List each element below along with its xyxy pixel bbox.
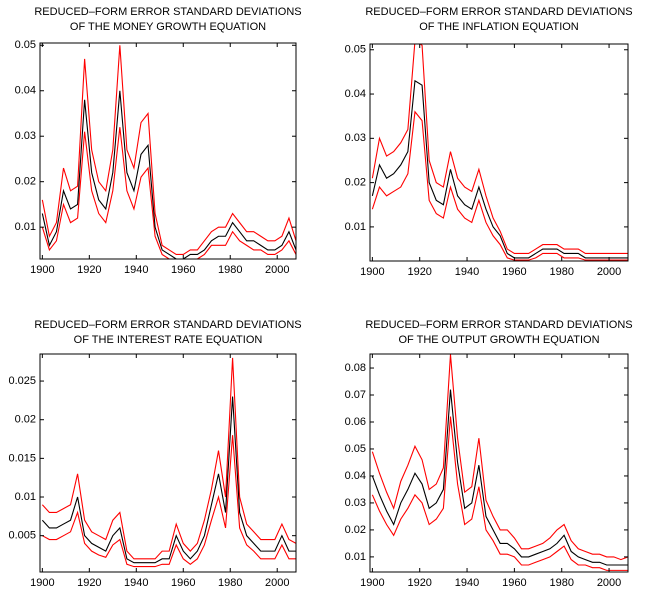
series-line xyxy=(41,45,296,255)
y-tick-label: 0.01 xyxy=(345,221,366,233)
x-tick-label: 1920 xyxy=(77,264,101,276)
x-tick-label: 1980 xyxy=(549,577,573,589)
plot-area xyxy=(371,44,628,261)
y-tick-label: 0.08 xyxy=(345,362,366,374)
x-tick-label: 2000 xyxy=(597,577,621,589)
series-line xyxy=(41,127,296,259)
y-tick-label: 0.02 xyxy=(345,524,366,536)
plot-area xyxy=(371,354,628,571)
x-tick-label: 1960 xyxy=(171,577,195,589)
x-tick-label: 1920 xyxy=(407,266,431,278)
chart-title: REDUCED–FORM ERROR STANDARD DEVIATIONS xyxy=(34,319,301,331)
series-line xyxy=(41,90,296,259)
y-tick-label: 0.04 xyxy=(345,470,366,482)
x-tick-label: 2000 xyxy=(597,266,621,278)
series-line xyxy=(371,354,628,561)
series-line xyxy=(371,110,628,261)
series-line xyxy=(42,435,296,568)
x-tick-label: 2000 xyxy=(265,577,289,589)
y-tick-label: 0.06 xyxy=(345,416,366,428)
y-tick-label: 0.03 xyxy=(345,497,366,509)
y-tick-label: 0.005 xyxy=(8,530,36,542)
chart-title: REDUCED–FORM ERROR STANDARD DEVIATIONS xyxy=(365,319,632,331)
chart-title: OF THE OUTPUT GROWTH EQUATION xyxy=(398,334,599,346)
plot-area xyxy=(41,45,296,259)
y-tick-label: 0.05 xyxy=(345,44,366,56)
x-tick-label: 1900 xyxy=(30,264,54,276)
y-tick-label: 0.02 xyxy=(15,176,36,188)
x-tick-label: 1920 xyxy=(77,577,101,589)
x-tick-label: 1960 xyxy=(502,266,526,278)
y-tick-label: 0.05 xyxy=(15,39,36,51)
axes-box xyxy=(369,353,629,573)
x-tick-label: 2000 xyxy=(265,264,289,276)
axes-box xyxy=(39,42,297,260)
subplot: REDUCED–FORM ERROR STANDARD DEVIATIONS OF… xyxy=(345,6,633,278)
y-tick-label: 0.04 xyxy=(15,85,36,97)
series-line xyxy=(371,389,628,566)
chart-title: OF THE MONEY GROWTH EQUATION xyxy=(70,21,266,33)
y-tick-label: 0.02 xyxy=(345,177,366,189)
axes-box xyxy=(369,43,629,262)
plot-area xyxy=(41,357,296,568)
y-tick-label: 0.03 xyxy=(345,132,366,144)
y-tick-label: 0.01 xyxy=(345,551,366,563)
x-tick-label: 1960 xyxy=(171,264,195,276)
y-tick-label: 0.05 xyxy=(345,443,366,455)
y-tick-label: 0.02 xyxy=(15,414,36,426)
x-tick-label: 1980 xyxy=(218,264,242,276)
axes-box xyxy=(39,353,297,573)
x-tick-label: 1960 xyxy=(502,577,526,589)
x-tick-label: 1980 xyxy=(218,577,242,589)
y-tick-label: 0.015 xyxy=(8,452,36,464)
chart-title: OF THE INTEREST RATE EQUATION xyxy=(74,334,263,346)
x-tick-label: 1920 xyxy=(407,577,431,589)
x-tick-label: 1900 xyxy=(360,577,384,589)
chart-title: OF THE INFLATION EQUATION xyxy=(419,21,579,33)
series-line xyxy=(41,357,296,560)
y-tick-label: 0.01 xyxy=(15,221,36,233)
x-tick-label: 1940 xyxy=(124,264,148,276)
subplot: REDUCED–FORM ERROR STANDARD DEVIATIONS OF… xyxy=(15,6,302,276)
subplot: REDUCED–FORM ERROR STANDARD DEVIATIONS OF… xyxy=(8,319,301,589)
x-tick-label: 1940 xyxy=(455,577,479,589)
x-tick-label: 1900 xyxy=(360,266,384,278)
subplot: REDUCED–FORM ERROR STANDARD DEVIATIONS OF… xyxy=(345,319,633,589)
x-tick-label: 1940 xyxy=(124,577,148,589)
series-line xyxy=(371,416,628,571)
x-tick-label: 1940 xyxy=(455,266,479,278)
y-tick-label: 0.07 xyxy=(345,389,366,401)
series-line xyxy=(371,79,628,259)
y-tick-label: 0.03 xyxy=(15,130,36,142)
x-tick-label: 1900 xyxy=(30,577,54,589)
series-line xyxy=(371,44,628,255)
chart-title: REDUCED–FORM ERROR STANDARD DEVIATIONS xyxy=(365,6,632,18)
y-tick-label: 0.025 xyxy=(8,375,36,387)
y-tick-label: 0.04 xyxy=(345,88,366,100)
series-line xyxy=(41,396,296,564)
y-tick-label: 0.01 xyxy=(15,491,36,503)
x-tick-label: 1980 xyxy=(549,266,573,278)
chart-title: REDUCED–FORM ERROR STANDARD DEVIATIONS xyxy=(34,6,301,18)
